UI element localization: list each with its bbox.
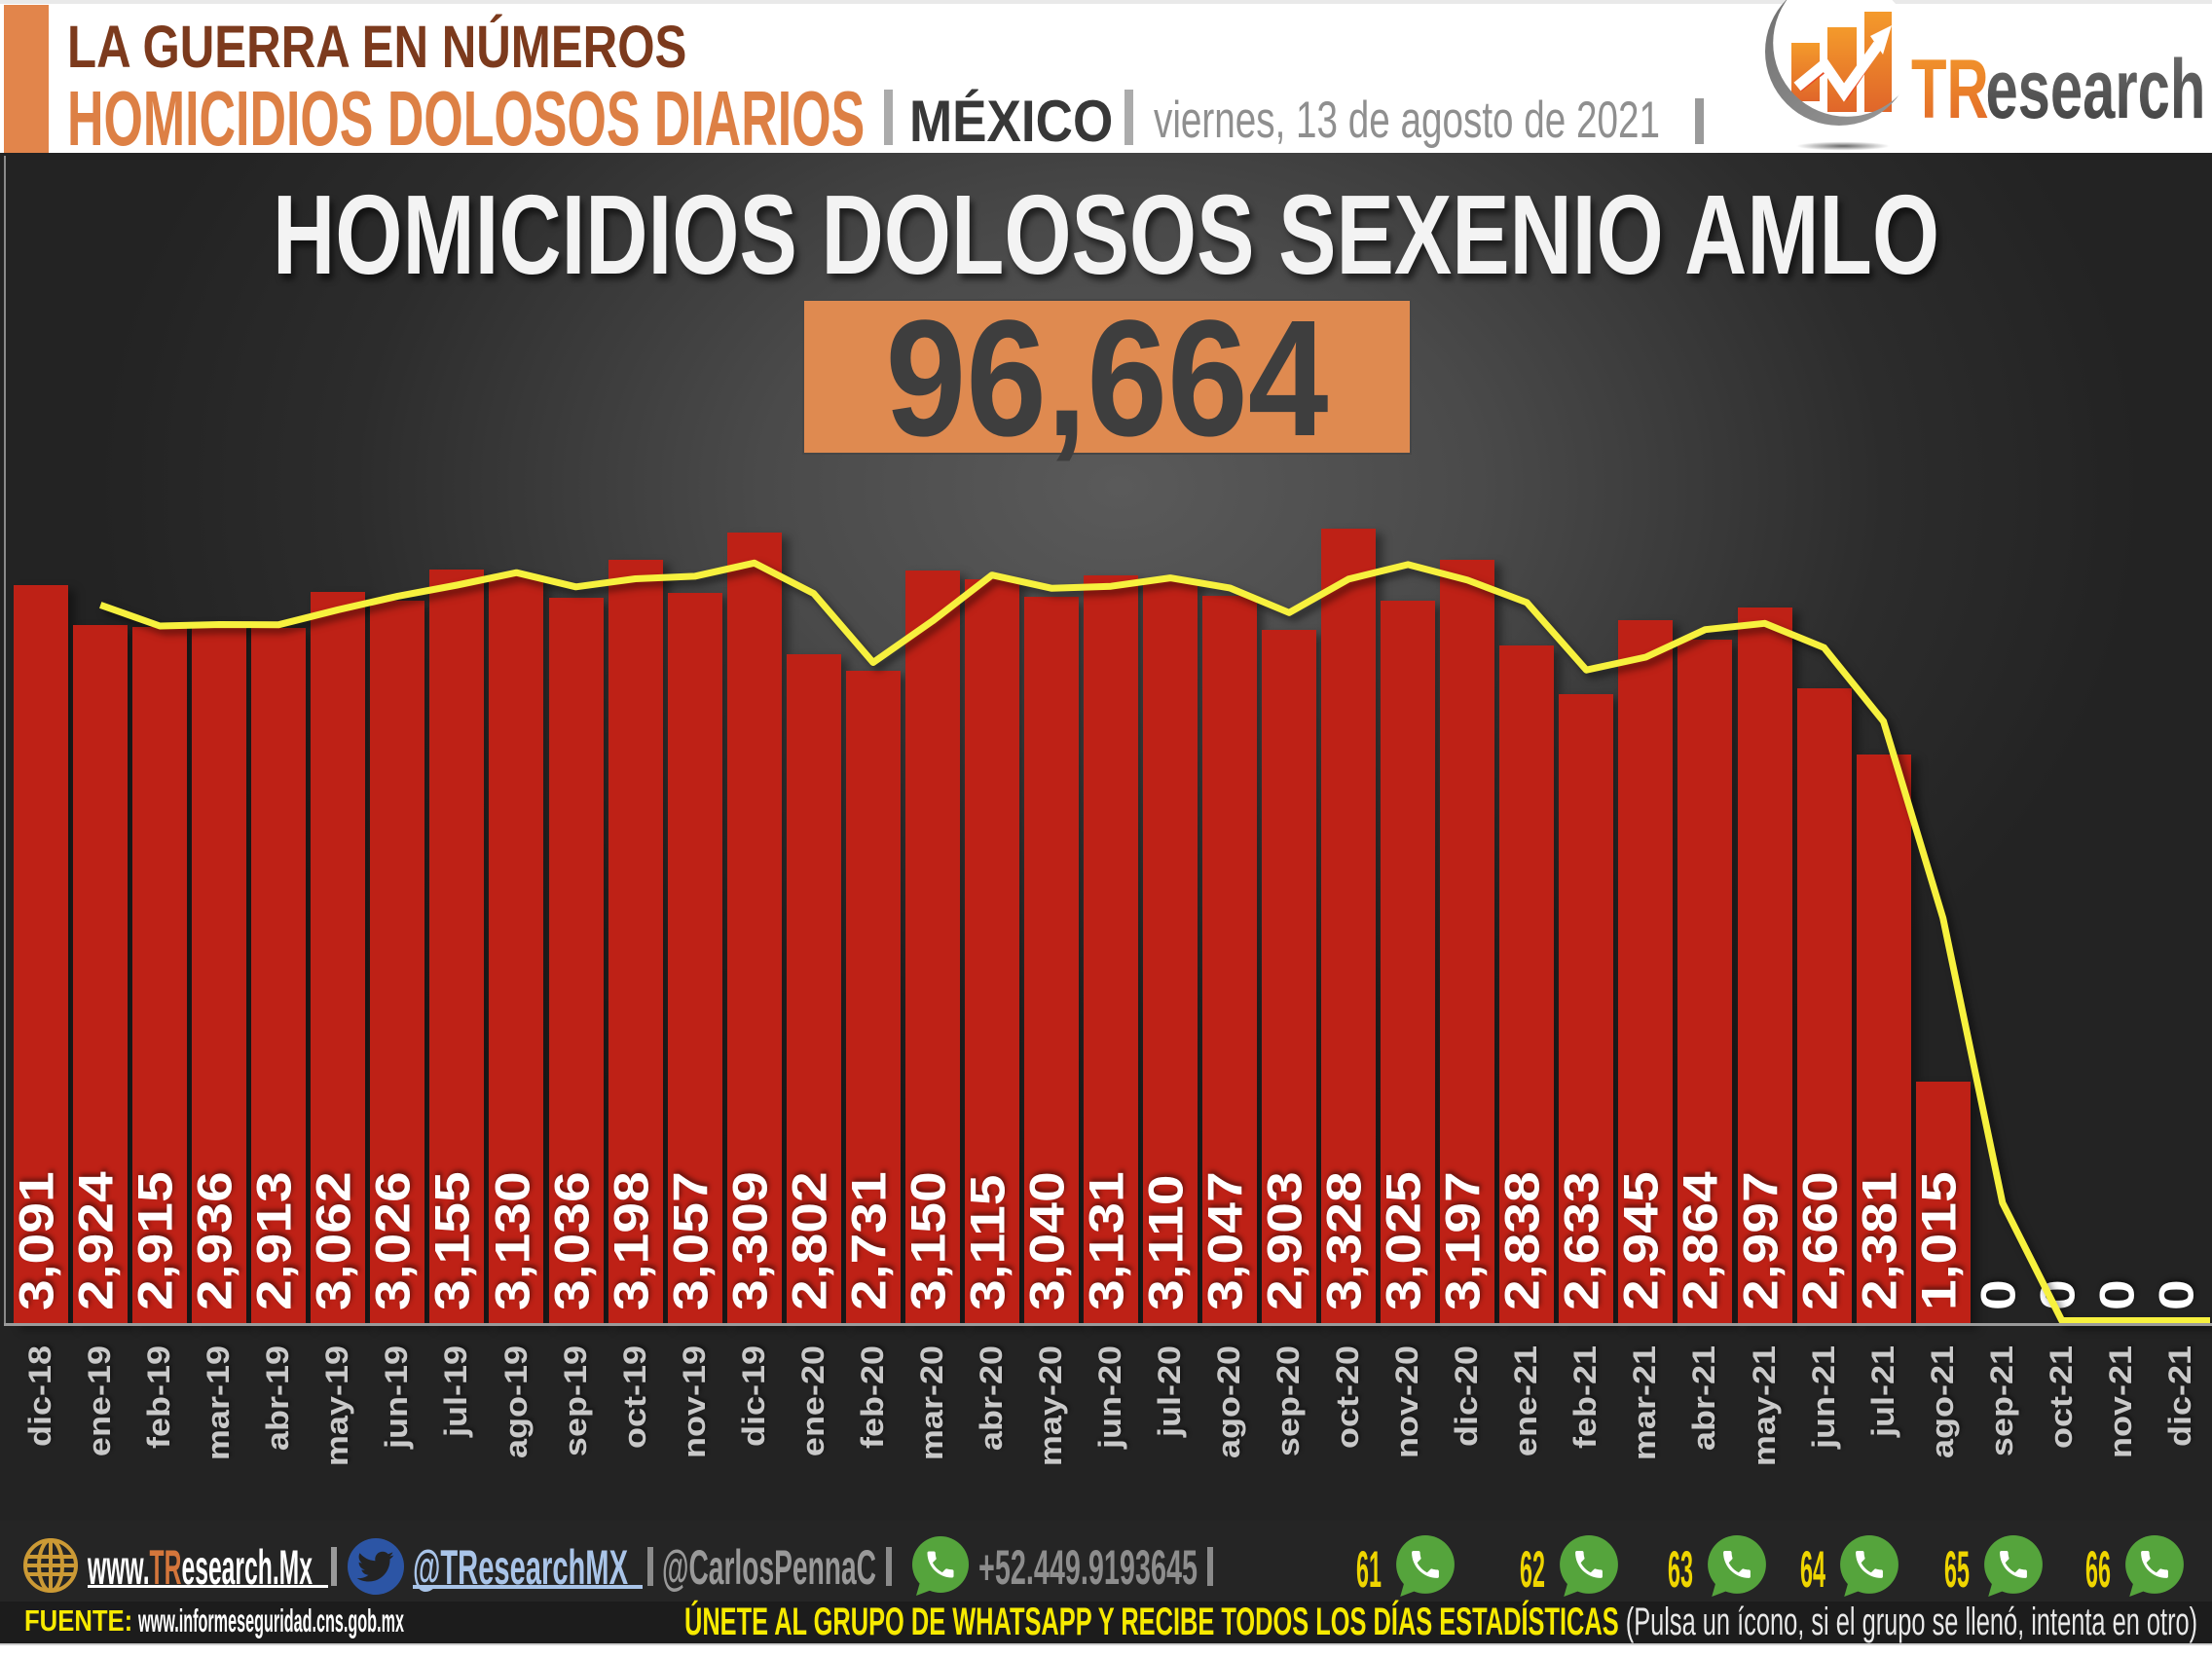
svg-text:TR: TR: [1911, 42, 1989, 135]
svg-text:esearch: esearch: [1985, 42, 2205, 135]
